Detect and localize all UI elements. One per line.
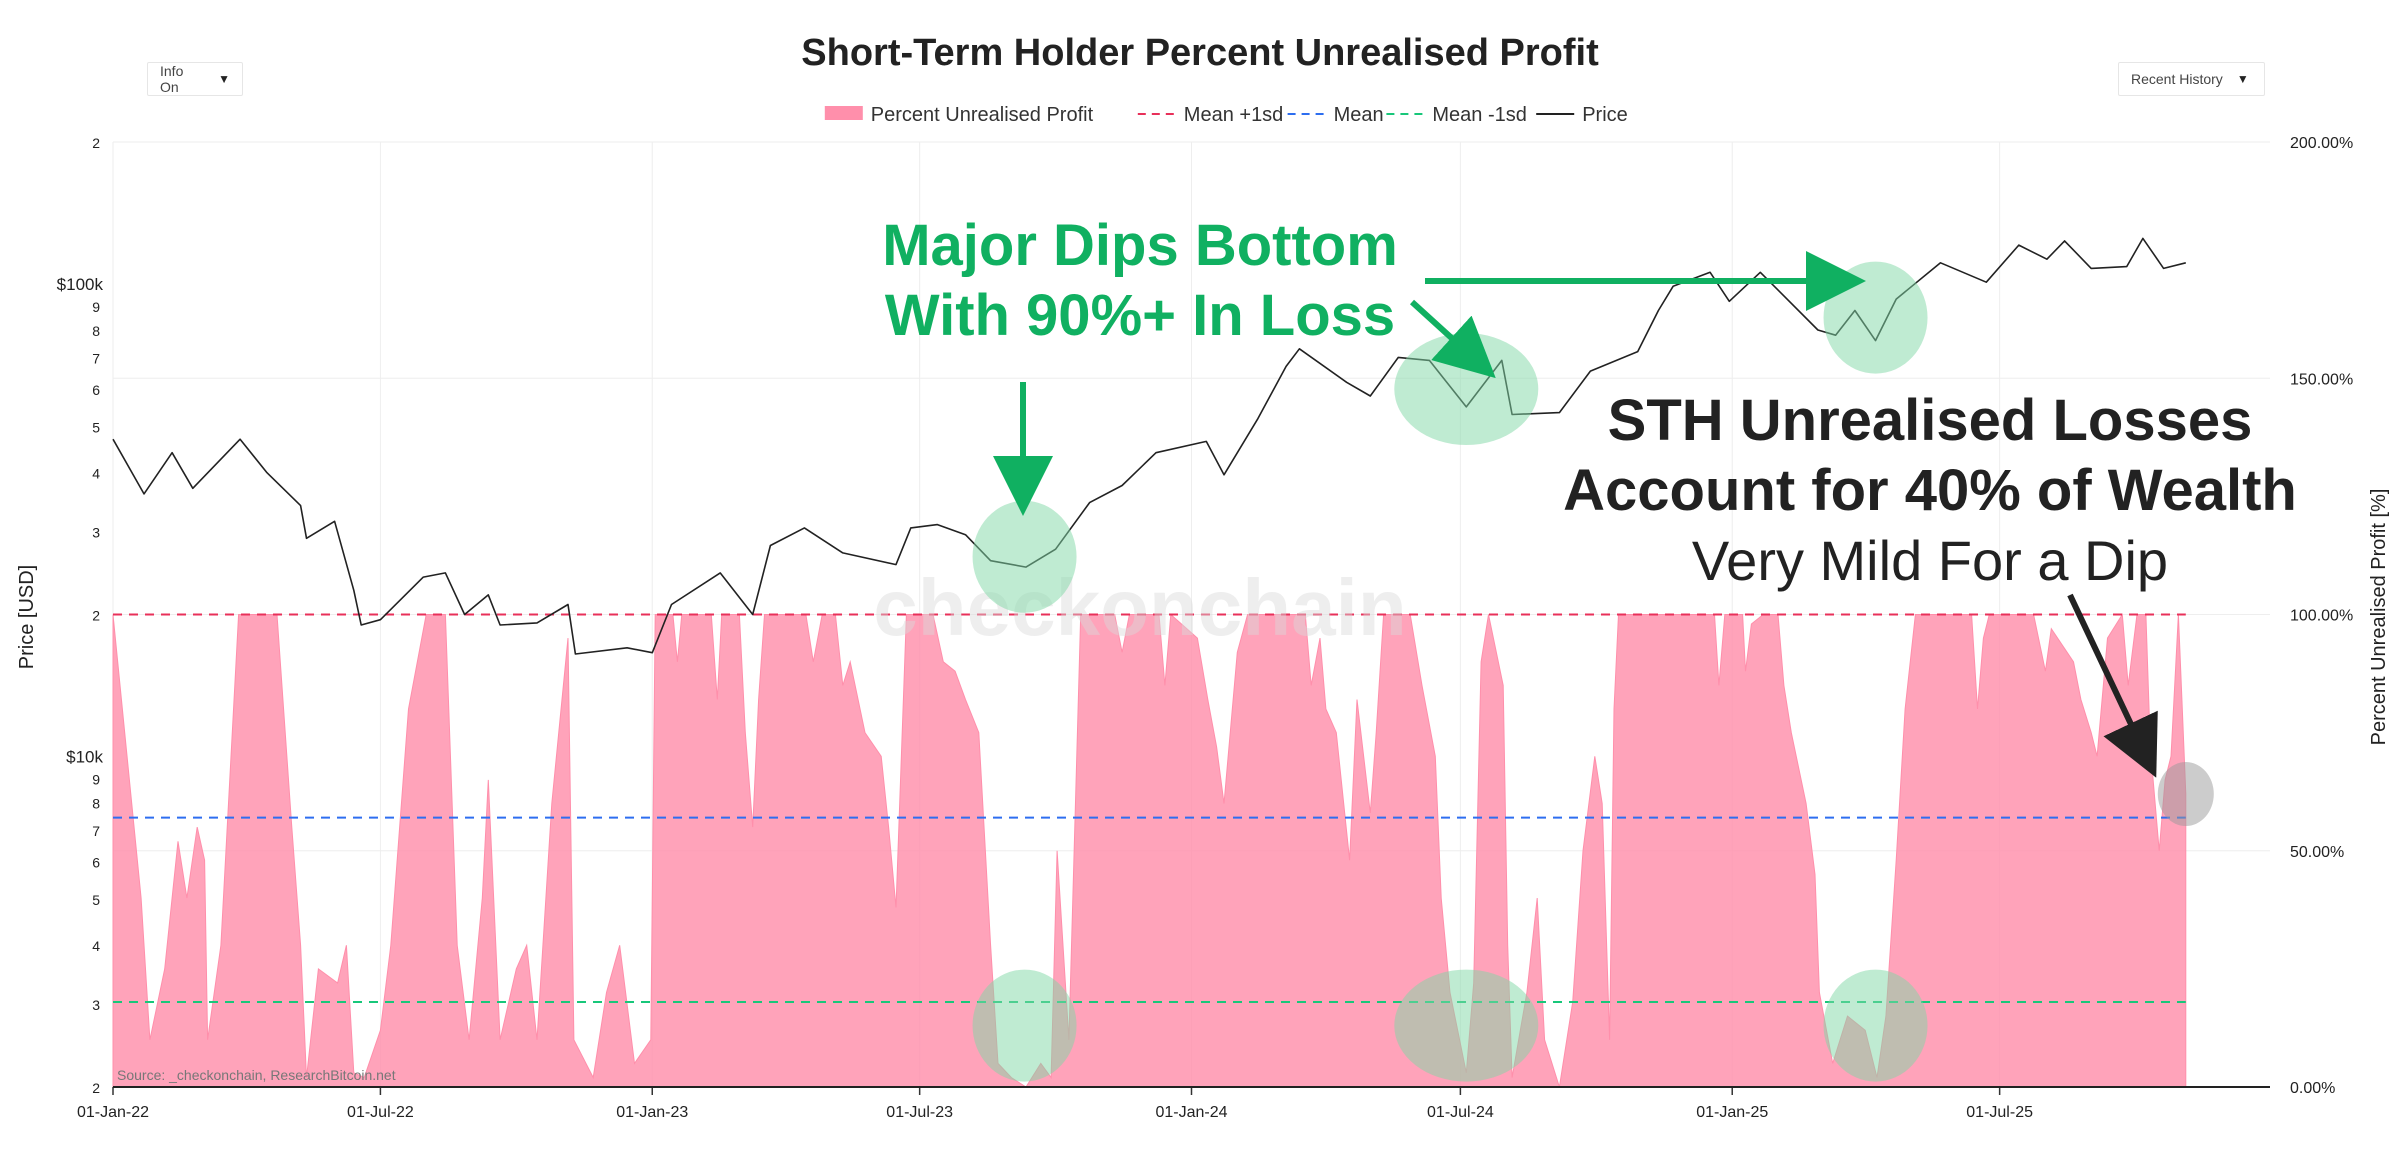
y-left-tick-label: 4 xyxy=(92,465,100,481)
chevron-down-icon: ▼ xyxy=(2236,72,2249,86)
legend-entry-label: Mean -1sd xyxy=(1432,104,1527,126)
y-left-tick-label: $100k xyxy=(57,275,104,294)
dips-annotation-line2: With 90%+ In Loss xyxy=(885,283,1395,348)
x-tick-label: 01-Jan-24 xyxy=(1155,1104,1227,1121)
y-left-tick-label: 3 xyxy=(92,524,100,540)
x-tick-label: 01-Jan-23 xyxy=(616,1104,688,1121)
losses-annotation-line1: STH Unrealised Losses xyxy=(1608,388,2253,453)
highlight-circle-green xyxy=(1394,969,1539,1082)
y-right-tick-label: 50.00% xyxy=(2290,844,2344,861)
y-left-tick-label: $10k xyxy=(66,748,103,767)
x-tick-label: 01-Jul-24 xyxy=(1427,1104,1494,1121)
history-dropdown-label: Recent History xyxy=(2131,71,2223,87)
y-left-tick-label: 8 xyxy=(92,796,100,812)
y-left-tick-label: 7 xyxy=(92,350,100,366)
y-right-label: Percent Unrealised Profit [%] xyxy=(2368,489,2390,746)
y-right-tick-label: 0.00% xyxy=(2290,1080,2335,1097)
y-left-tick-label: 8 xyxy=(92,323,100,339)
legend-entry-label: Mean xyxy=(1334,104,1384,126)
y-left-tick-label: 6 xyxy=(92,855,100,871)
info-dropdown[interactable]: Info On ▼ xyxy=(147,62,243,96)
x-tick-label: 01-Jul-25 xyxy=(1966,1104,2033,1121)
arrow-to-2024-dip xyxy=(1409,299,1496,379)
y-left-label: Price [USD] xyxy=(16,565,38,669)
legend-entry-label: Price xyxy=(1582,104,1628,126)
x-tick-label: 01-Jul-22 xyxy=(347,1104,414,1121)
highlight-circle-green xyxy=(972,969,1077,1082)
x-tick-label: 01-Jul-23 xyxy=(886,1104,953,1121)
legend-entry-label: Mean +1sd xyxy=(1184,104,1284,126)
losses-annotation-line2: Account for 40% of Wealth xyxy=(1563,458,2297,523)
annotations: Major Dips Bottom With 90%+ In Loss STH … xyxy=(882,213,2297,778)
highlight-circle-green xyxy=(972,500,1077,613)
y-right-tick-label: 200.00% xyxy=(2290,135,2353,152)
y-right-tick-label: 100.00% xyxy=(2290,608,2353,625)
legend: Percent Unrealised Profit Mean +1sd Mean Me… xyxy=(824,104,1628,126)
y-left-tick-label: 5 xyxy=(92,892,100,908)
watermark: checkonchain xyxy=(873,563,1407,652)
y-left-tick-label: 9 xyxy=(92,299,100,315)
y-left-tick-label: 7 xyxy=(92,823,100,839)
highlight-circle-gray xyxy=(2157,762,2214,827)
y-left-tick-label: 2 xyxy=(92,1080,100,1096)
dips-annotation-line1: Major Dips Bottom xyxy=(882,213,1398,278)
y-left-tick-label: 2 xyxy=(92,608,100,624)
highlight-circle-green xyxy=(1394,333,1539,446)
arrow-to-current xyxy=(2067,593,2158,778)
y-left-tick-label: 3 xyxy=(92,997,100,1013)
source-text: Source: _checkonchain, ResearchBitcoin.n… xyxy=(117,1067,396,1083)
x-tick-label: 01-Jan-22 xyxy=(77,1104,149,1121)
highlight-circle-green xyxy=(1823,969,1928,1082)
y-right-tick-label: 150.00% xyxy=(2290,371,2353,388)
losses-annotation-line3: Very Mild For a Dip xyxy=(1692,529,2168,592)
legend-entry-label: Percent Unrealised Profit xyxy=(871,104,1094,126)
y-left-tick-label: 9 xyxy=(92,771,100,787)
legend-swatch-area xyxy=(824,106,863,120)
y-left-tick-label: 6 xyxy=(92,382,100,398)
axes: 01-Jan-22 01-Jul-22 01-Jan-23 01-Jul-23 01-J… xyxy=(57,135,2354,1121)
x-tick-label: 01-Jan-25 xyxy=(1696,1104,1768,1121)
info-dropdown-label: Info On xyxy=(160,63,184,95)
chevron-down-icon: ▼ xyxy=(218,72,230,86)
history-dropdown[interactable]: Recent History ▼ xyxy=(2118,62,2265,96)
y-left-tick-label: 5 xyxy=(92,419,100,435)
y-left-tick-label: 4 xyxy=(92,938,100,954)
y-left-tick-label: 2 xyxy=(92,135,100,151)
chart-title: Short-Term Holder Percent Unrealised Pro… xyxy=(801,32,1599,74)
